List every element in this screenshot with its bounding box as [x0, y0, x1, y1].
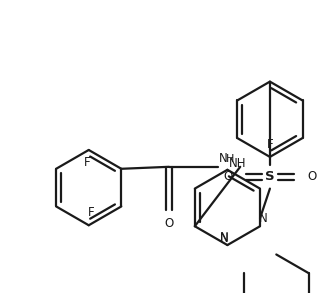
Text: H: H [226, 154, 235, 164]
Text: F: F [87, 206, 94, 219]
Text: NH: NH [229, 157, 247, 170]
Text: O: O [224, 170, 233, 183]
Text: N: N [219, 152, 228, 166]
Text: O: O [164, 217, 174, 230]
Text: F: F [267, 138, 273, 151]
Text: F: F [83, 156, 90, 169]
Text: N: N [259, 212, 267, 225]
Text: O: O [307, 170, 316, 183]
Text: S: S [265, 170, 275, 183]
Text: N: N [220, 230, 229, 244]
Text: N: N [220, 232, 229, 245]
